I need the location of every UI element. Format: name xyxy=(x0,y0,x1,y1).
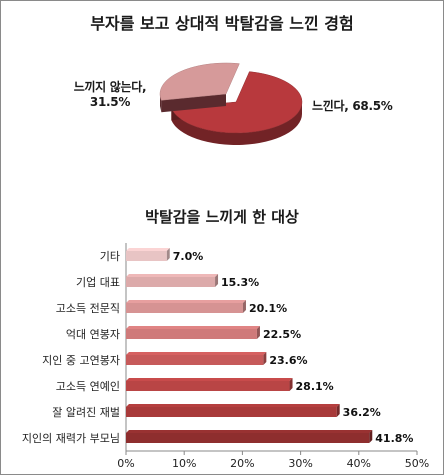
value-label: 15.3% xyxy=(221,276,259,289)
value-label: 22.5% xyxy=(263,328,301,341)
value-label: 7.0% xyxy=(173,250,204,263)
bar-front-face xyxy=(126,251,167,261)
bar-top-face xyxy=(126,352,267,355)
bar-top-face xyxy=(126,248,170,251)
x-tick-label: 40% xyxy=(347,457,371,470)
bar-top-face xyxy=(126,430,373,433)
category-label: 지인 중 고연봉자 xyxy=(42,354,120,367)
category-label: 기타 xyxy=(100,250,120,263)
value-label: 20.1% xyxy=(249,302,287,315)
bar-6 xyxy=(126,404,340,417)
bar-side-face xyxy=(289,378,293,391)
bar-7 xyxy=(126,430,373,443)
value-label: 28.1% xyxy=(296,380,334,393)
bar-side-face xyxy=(263,352,267,365)
value-label: 41.8% xyxy=(375,432,413,445)
bar-front-face xyxy=(126,381,290,391)
bar-5 xyxy=(126,378,293,391)
bar-top-face xyxy=(126,404,340,407)
x-tick-label: 30% xyxy=(288,457,312,470)
category-label: 억대 연봉자 xyxy=(66,328,120,341)
bar-top-face xyxy=(126,300,246,303)
bar-side-face xyxy=(369,430,373,443)
bar-front-face xyxy=(126,303,243,313)
bar-top-face xyxy=(126,326,260,329)
bar-top-face xyxy=(126,274,219,277)
bar-2 xyxy=(126,300,246,313)
pie-label-not-felt: 느끼지 않는다, 31.5% xyxy=(73,80,147,109)
category-label: 잘 알려진 재벌 xyxy=(52,405,120,419)
value-label: 36.2% xyxy=(343,406,381,419)
pie-chart-title: 부자를 보고 상대적 박탈감을 느낀 경험 xyxy=(90,14,354,33)
bar-front-face xyxy=(126,355,264,365)
bar-side-face xyxy=(166,248,170,261)
bar-side-face xyxy=(256,326,260,339)
pie-chart xyxy=(159,62,303,145)
x-tick-label: 20% xyxy=(230,457,254,470)
value-label: 23.6% xyxy=(269,354,307,367)
pie-slice-not-felt xyxy=(159,62,240,113)
category-label: 고소득 연예인 xyxy=(56,380,120,393)
bar-front-face xyxy=(126,329,257,339)
x-tick-label: 0% xyxy=(117,457,134,470)
bar-front-face xyxy=(126,407,337,417)
bar-front-face xyxy=(126,433,370,443)
bar-4 xyxy=(126,352,267,365)
bar-side-face xyxy=(336,404,340,417)
bar-side-face xyxy=(215,274,219,287)
bar-0 xyxy=(126,248,170,261)
bar-3 xyxy=(126,326,260,339)
bar-side-face xyxy=(242,300,246,313)
category-label: 기업 대표 xyxy=(76,276,120,289)
x-tick-label: 50% xyxy=(405,457,429,470)
category-label: 지인의 재력가 부모님 xyxy=(22,432,120,445)
bar-top-face xyxy=(126,378,293,381)
bar-front-face xyxy=(126,277,216,287)
x-tick-label: 10% xyxy=(172,457,196,470)
bar-1 xyxy=(126,274,219,287)
category-label: 고소득 전문직 xyxy=(56,302,120,315)
bar-chart-title: 박탈감을 느끼게 한 대상 xyxy=(145,208,299,226)
pie-label-felt: 느낀다, 68.5% xyxy=(312,99,393,113)
